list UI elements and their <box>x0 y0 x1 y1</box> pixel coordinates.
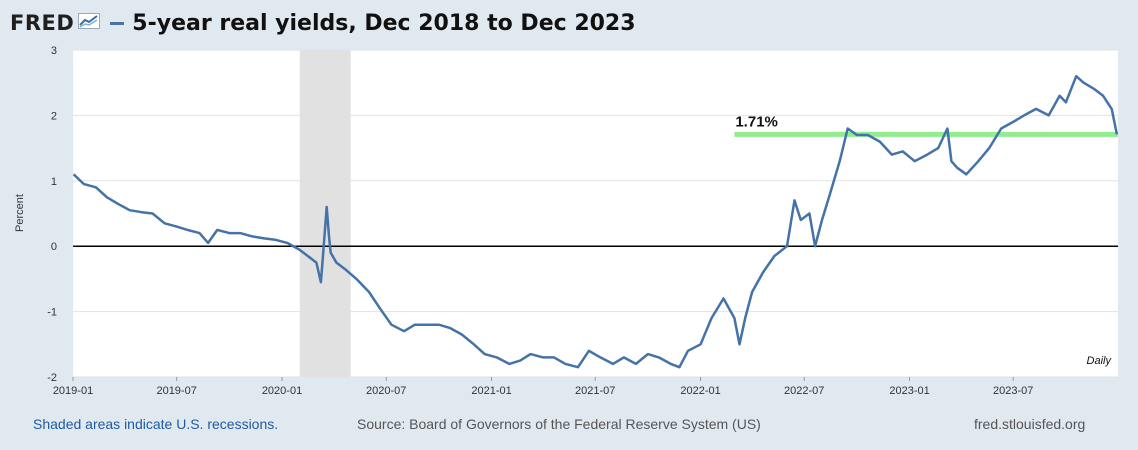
series-legend-swatch <box>110 21 125 25</box>
chart-header: FRED 5-year real yields, Dec 2018 to Dec… <box>10 6 636 40</box>
y-tick-label: 2 <box>51 110 57 122</box>
recession-note[interactable]: Shaded areas indicate U.S. recessions. <box>33 416 279 432</box>
x-tick-label: 2023-07 <box>993 385 1033 397</box>
site-link[interactable]: fred.stlouisfed.org <box>974 416 1086 432</box>
x-tick-label: 2021-07 <box>575 385 615 397</box>
source-note: Source: Board of Governors of the Federa… <box>357 416 761 432</box>
series-line <box>72 74 1119 369</box>
x-tick-label: 2019-07 <box>156 385 196 397</box>
chart-canvas: 1.71% 3 2 1 0 -1 -2 2019-01 2019-07 2020-01 2020… <box>14 45 1119 397</box>
y-tick-label: 0 <box>51 241 57 253</box>
y-axis-ticks: 3 2 1 0 -1 -2 <box>47 45 57 384</box>
x-tick-label: 2023-01 <box>889 385 929 397</box>
fred-logo[interactable]: FRED <box>10 11 75 35</box>
plot-area <box>73 50 1118 377</box>
x-tick-label: 2021-01 <box>471 385 511 397</box>
y-tick-label: -2 <box>47 372 57 384</box>
chart-trend-icon <box>78 12 101 34</box>
x-tick-label: 2020-01 <box>262 385 302 397</box>
x-tick-label: 2019-01 <box>53 385 93 397</box>
chart-title: 5-year real yields, Dec 2018 to Dec 2023 <box>132 10 636 36</box>
y-tick-label: 3 <box>51 45 57 57</box>
x-tick-label: 2022-01 <box>680 385 720 397</box>
reference-layer: 1.71% <box>734 113 1118 137</box>
x-axis-ticks: 2019-01 2019-07 2020-01 2020-07 2021-01 2021-… <box>53 377 1033 397</box>
y-axis-label: Percent <box>14 194 26 232</box>
x-tick-label: 2020-07 <box>366 385 406 397</box>
frequency-note: Daily <box>1087 355 1113 367</box>
y-tick-label: -1 <box>47 307 57 319</box>
x-tick-label: 2022-07 <box>784 385 824 397</box>
series-layer <box>72 74 1119 369</box>
reference-line-label: 1.71% <box>735 113 778 130</box>
y-tick-label: 1 <box>51 176 57 188</box>
